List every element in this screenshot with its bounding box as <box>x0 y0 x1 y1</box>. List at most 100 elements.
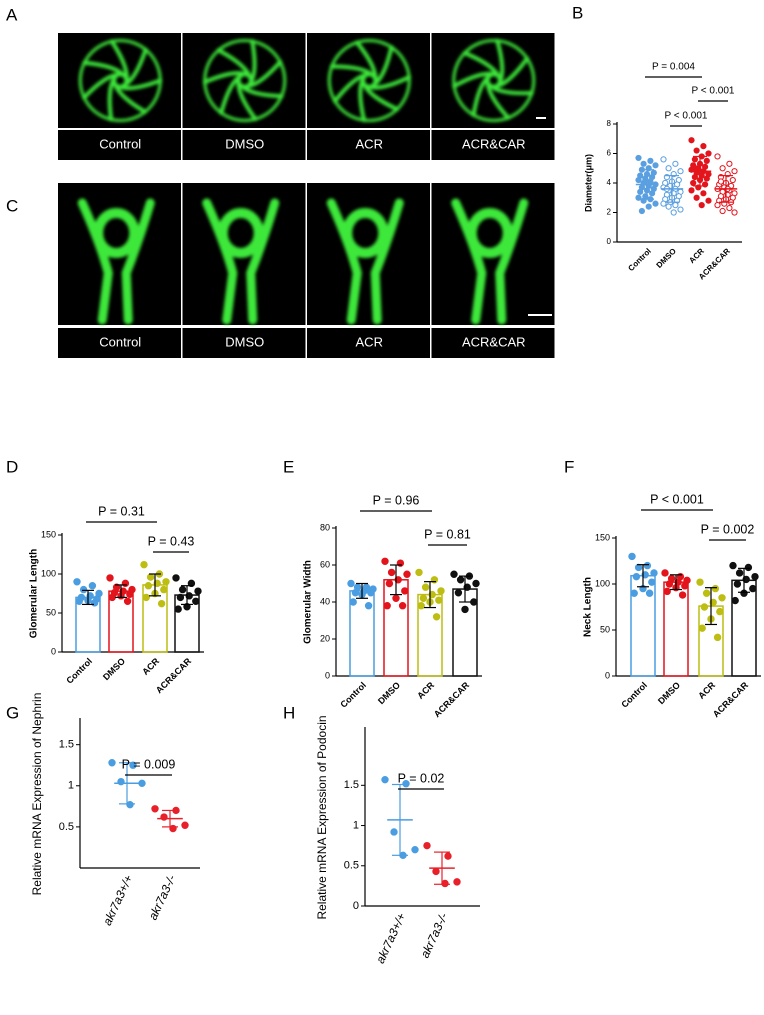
x-tick-label: akr7a3-/- <box>418 911 451 960</box>
data-point <box>441 879 449 888</box>
data-point <box>678 591 687 599</box>
data-point <box>711 584 720 593</box>
data-point <box>672 202 679 209</box>
y-axis-label: Glomerular Length <box>29 549 40 638</box>
vessel <box>487 82 534 96</box>
y-axis-label: Glomerular Width <box>303 560 314 644</box>
vessel <box>115 78 163 91</box>
vessel <box>93 208 140 258</box>
data-point <box>390 828 398 836</box>
data-point <box>121 579 130 588</box>
p-value: P < 0.001 <box>692 86 735 97</box>
data-point <box>726 160 733 167</box>
data-point <box>419 594 428 602</box>
x-tick-label: ACR <box>415 680 436 701</box>
x-tick-label: ACR&CAR <box>154 656 194 696</box>
vessels <box>78 39 163 122</box>
error-bar <box>356 582 368 599</box>
data-point <box>88 582 97 590</box>
error-bar <box>424 581 436 609</box>
p-value: P = 0.02 <box>398 771 445 785</box>
data-point <box>79 585 88 594</box>
caption: ACR&CAR <box>462 334 526 349</box>
y-tick-label: 1.5 <box>344 779 359 791</box>
caption: Control <box>99 334 141 349</box>
vessel <box>492 56 530 89</box>
y-tick-label: 1 <box>353 819 359 831</box>
data-point <box>437 587 445 595</box>
vessel <box>329 64 376 79</box>
panel-label: G <box>6 703 19 722</box>
y-tick-label: 0.5 <box>59 821 74 833</box>
data-point <box>690 179 697 187</box>
data-point <box>702 589 711 597</box>
data-point <box>703 175 710 182</box>
vessels <box>327 39 412 123</box>
data-point <box>688 187 695 194</box>
data-point <box>744 563 753 572</box>
caption-bar <box>431 130 555 160</box>
data-point <box>703 157 710 164</box>
data-point <box>630 589 638 597</box>
data-point <box>628 552 636 561</box>
vessel <box>109 39 129 84</box>
data-point <box>652 200 659 207</box>
x-tick-label: ACR <box>696 680 717 701</box>
y-tick-label: 50 <box>46 607 56 617</box>
data-point <box>398 602 407 610</box>
x-tick-label: DMSO <box>655 247 678 270</box>
data-point <box>126 590 134 598</box>
data-point <box>691 165 699 172</box>
error-bar <box>640 169 654 200</box>
y-tick-label: 2 <box>607 208 612 217</box>
vessel <box>354 40 378 84</box>
data-point <box>635 176 642 184</box>
data-point <box>640 160 647 167</box>
panel-label: B <box>572 3 583 22</box>
data-point <box>698 202 705 209</box>
x-tick-label: DMSO <box>376 680 402 706</box>
data-point <box>126 800 134 809</box>
data-point <box>648 578 656 586</box>
data-point <box>381 775 389 784</box>
x-tick-label: DMSO <box>101 656 127 682</box>
p-value: P = 0.96 <box>373 493 420 507</box>
data-point <box>691 156 699 163</box>
vessel <box>471 73 493 118</box>
data-point <box>174 605 182 613</box>
data-point <box>402 780 410 788</box>
x-tick-label: ACR&CAR <box>711 680 751 720</box>
error-bar <box>181 585 193 606</box>
panel-label: E <box>283 457 294 476</box>
x-tick-label: DMSO <box>656 680 682 706</box>
data-point <box>731 209 738 216</box>
data-point <box>176 593 185 602</box>
data-point <box>364 602 373 610</box>
y-tick-label: 80 <box>320 522 330 532</box>
data-point <box>470 598 478 606</box>
data-point <box>649 190 656 197</box>
vessels <box>452 38 536 122</box>
vessel <box>327 39 411 122</box>
data-point <box>172 574 180 582</box>
y-axis-label: Relative mRNA Expression of Nephrin <box>30 693 44 896</box>
vessel <box>452 39 536 122</box>
vessel <box>485 78 511 120</box>
data-point <box>129 761 137 769</box>
caption: ACR <box>356 334 383 349</box>
y-tick-label: 0 <box>607 237 612 246</box>
vessel <box>466 208 513 258</box>
vessel <box>216 48 253 81</box>
data-point <box>142 593 150 602</box>
vessels <box>202 39 287 122</box>
vessels <box>451 198 529 325</box>
data-point <box>714 202 721 209</box>
data-point <box>700 190 707 197</box>
data-point <box>693 194 700 201</box>
y-tick-label: 150 <box>595 532 610 542</box>
vessel <box>82 60 127 79</box>
data-point <box>677 206 684 213</box>
vessel <box>236 77 258 122</box>
caption: Control <box>99 136 141 151</box>
